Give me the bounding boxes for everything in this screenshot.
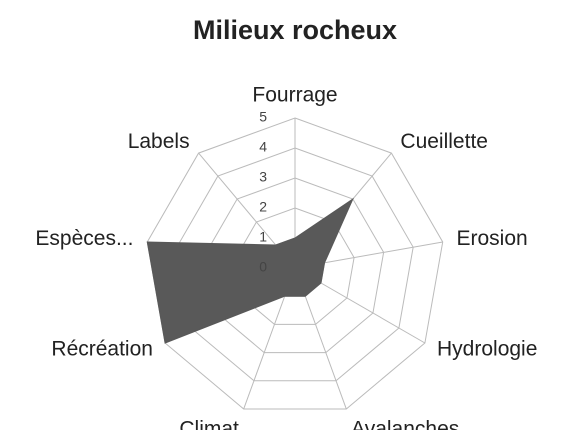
category-label: Espèces...: [35, 227, 133, 250]
data-area: [146, 197, 355, 344]
tick-label: 2: [259, 199, 267, 215]
category-label: Labels: [128, 130, 190, 153]
category-label: Fourrage: [252, 84, 337, 107]
tick-label: 5: [259, 109, 267, 125]
chart-title: Milieux rocheux: [193, 15, 397, 45]
grid-ring: [205, 177, 385, 354]
tick-label: 0: [259, 259, 267, 275]
category-label: Récréation: [51, 338, 153, 361]
grid-ring: [176, 147, 414, 382]
tick-label: 3: [259, 169, 267, 185]
category-label: Cueillette: [400, 130, 488, 153]
category-label: Climat: [179, 418, 239, 430]
grid-ring: [235, 207, 355, 325]
category-label: Avalanches: [351, 418, 459, 430]
tick-label: 1: [259, 229, 267, 245]
grid-ring: [146, 117, 444, 410]
category-label: Hydrologie: [437, 338, 537, 361]
category-label: Erosion: [457, 227, 528, 250]
tick-label: 4: [259, 139, 267, 155]
